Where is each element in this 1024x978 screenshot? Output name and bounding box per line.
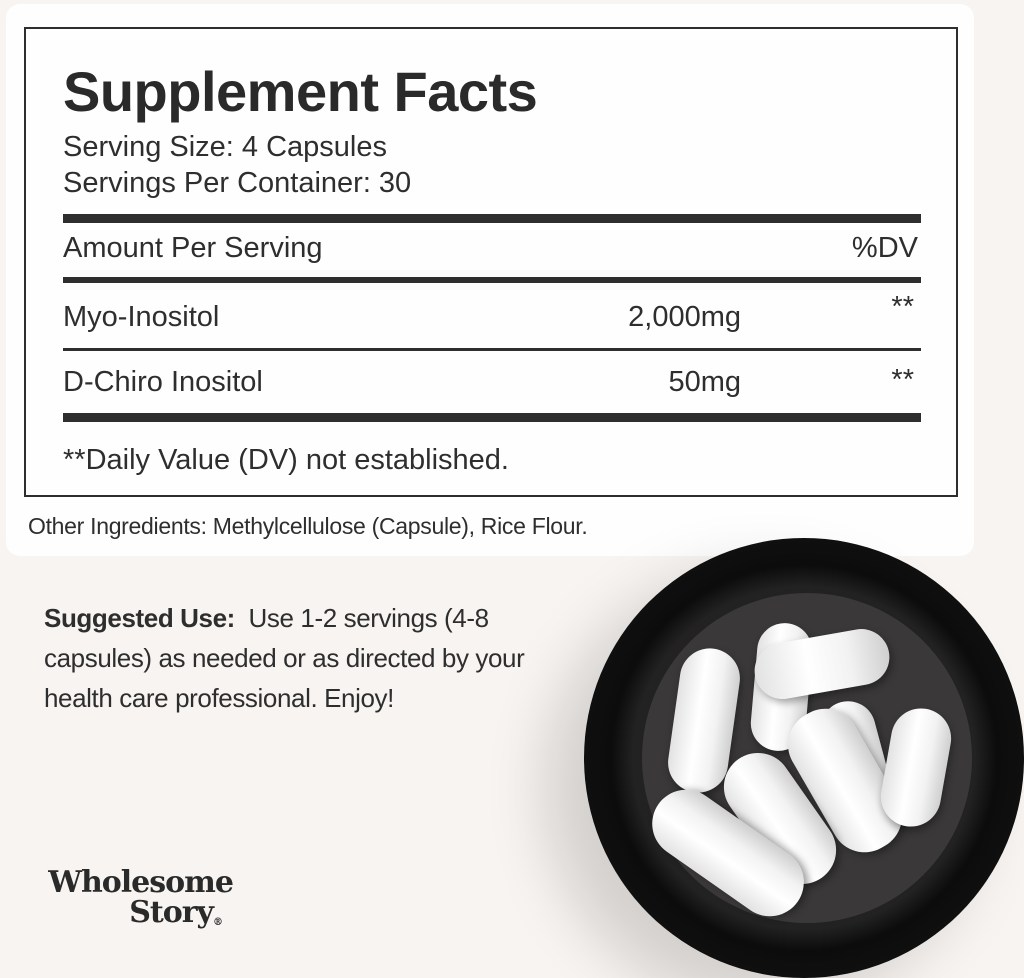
logo-line1: Wholesome xyxy=(48,865,234,900)
divider-thin xyxy=(63,348,921,351)
suggested-use: Suggested Use: Use 1-2 servings (4-8 cap… xyxy=(44,598,584,718)
wholesome-story-logo: Wholesome Story ® xyxy=(8,865,234,930)
suggested-use-label: Suggested Use: xyxy=(44,603,235,633)
suggested-use-text: Use 1-2 servings (4-8 capsules) as neede… xyxy=(44,603,525,713)
ingredient-amount: 50mg xyxy=(668,366,741,398)
ingredient-name: Myo-Inositol xyxy=(63,301,220,333)
other-ingredients: Other Ingredients: Methylcellulose (Caps… xyxy=(28,513,588,539)
divider-medium xyxy=(63,277,921,283)
facts-title: Supplement Facts xyxy=(63,60,538,123)
ingredient-dv: ** xyxy=(891,364,914,396)
capsule-jar-image xyxy=(584,538,1024,978)
serving-size: Serving Size: 4 Capsules xyxy=(63,131,387,163)
registered-mark: ® xyxy=(213,917,223,928)
ingredient-dv: ** xyxy=(891,291,914,323)
divider-thick xyxy=(63,214,921,223)
supplement-facts-panel: Supplement Facts Serving Size: 4 Capsule… xyxy=(24,27,958,497)
ingredient-amount: 2,000mg xyxy=(628,301,741,333)
ingredient-name: D-Chiro Inositol xyxy=(63,366,263,398)
logo-line2: Story xyxy=(129,895,214,930)
divider-thick xyxy=(63,413,921,422)
dv-header: %DV xyxy=(851,232,918,264)
amount-header: Amount Per Serving xyxy=(63,232,323,264)
footnote: **Daily Value (DV) not established. xyxy=(63,444,509,476)
servings-per-container: Servings Per Container: 30 xyxy=(63,167,412,199)
